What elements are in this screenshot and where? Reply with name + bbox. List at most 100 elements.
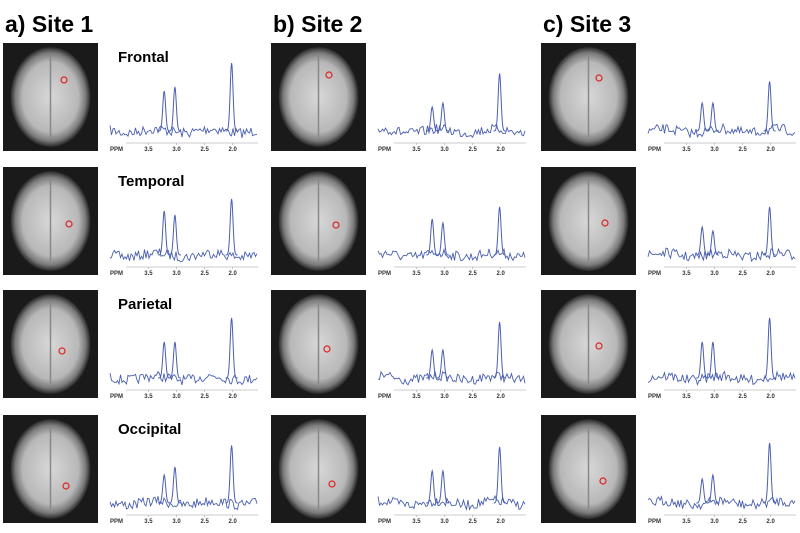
spectrum-peak [225, 198, 238, 256]
x-tick-label: 3.5 [682, 519, 691, 525]
spectrum-baseline [377, 370, 526, 386]
spectrum-peak [168, 86, 181, 132]
spectrum-baseline [109, 496, 258, 511]
x-tick-label: 3.0 [172, 519, 181, 525]
spectrum-peak [158, 210, 171, 256]
spectrum-peak [436, 469, 449, 504]
spectrum-peak [696, 225, 709, 256]
x-tick-label: 2.0 [497, 394, 506, 400]
voxel-marker [62, 482, 70, 490]
x-tick-label: 3.0 [710, 147, 719, 153]
x-tick-label: 3.5 [412, 271, 421, 277]
spectrum-peak [426, 348, 439, 379]
spectrum-peak [493, 73, 506, 132]
region-label: Temporal [118, 173, 184, 190]
spectrum-peak [763, 317, 776, 379]
x-tick-label: 3.0 [710, 394, 719, 400]
spectrum-peak [493, 206, 506, 256]
spectrum-baseline [647, 370, 796, 387]
x-tick-label: 3.0 [172, 147, 181, 153]
spectrum-baseline [377, 494, 526, 511]
x-tick-label: 2.5 [468, 271, 477, 277]
x-tick-label: 3.0 [710, 271, 719, 277]
region-label: Occipital [118, 421, 181, 438]
x-tick-label: 2.0 [229, 147, 238, 153]
x-tick-label: 2.5 [738, 271, 747, 277]
x-tick-label: 3.0 [440, 394, 449, 400]
axis-label: PPM [648, 147, 661, 153]
spectrum-peak [696, 477, 709, 504]
spectrum-peak [436, 101, 449, 132]
spectrum-baseline [109, 125, 258, 138]
site-label: b) Site 2 [273, 11, 362, 37]
axis-label: PPM [110, 394, 123, 400]
region-label: Frontal [118, 49, 169, 66]
spectrum-peak [168, 214, 181, 256]
voxel-marker [595, 342, 603, 350]
spectrum-baseline [647, 247, 796, 263]
spectrum-peak [706, 229, 719, 256]
x-tick-label: 2.5 [200, 519, 209, 525]
x-tick-label: 2.5 [468, 147, 477, 153]
voxel-marker [323, 345, 331, 353]
x-tick-label: 3.5 [682, 147, 691, 153]
x-tick-label: 2.0 [767, 147, 776, 153]
spectrum-peak [763, 81, 776, 132]
voxel-marker [599, 477, 607, 485]
voxel-marker [332, 221, 340, 229]
spectrum-baseline [109, 248, 258, 263]
spectrum-peak [706, 341, 719, 379]
x-tick-label: 3.5 [412, 147, 421, 153]
x-tick-label: 3.0 [172, 271, 181, 277]
axis-label: PPM [648, 519, 661, 525]
x-tick-label: 2.0 [767, 519, 776, 525]
spectrum-peak [168, 466, 181, 504]
voxel-marker [328, 480, 336, 488]
region-label: Parietal [118, 296, 172, 313]
x-tick-label: 2.5 [200, 394, 209, 400]
spectrum-peak [493, 321, 506, 379]
x-tick-label: 3.5 [144, 271, 153, 277]
x-tick-label: 2.5 [738, 519, 747, 525]
x-tick-label: 3.0 [172, 394, 181, 400]
voxel-marker [65, 220, 73, 228]
voxel-marker [325, 71, 333, 79]
spectrum-peak [426, 469, 439, 504]
spectrum-peak [225, 445, 238, 504]
x-tick-label: 2.0 [229, 519, 238, 525]
x-tick-label: 2.0 [767, 271, 776, 277]
spectrum-peak [158, 341, 171, 379]
x-tick-label: 2.5 [200, 147, 209, 153]
x-tick-label: 3.5 [412, 394, 421, 400]
spectrum-baseline [109, 370, 258, 386]
x-tick-label: 3.5 [144, 394, 153, 400]
spectrum-peak [158, 90, 171, 132]
x-tick-label: 3.5 [144, 519, 153, 525]
spectrum-peak [426, 105, 439, 132]
x-tick-label: 2.0 [229, 394, 238, 400]
axis-label: PPM [110, 519, 123, 525]
x-tick-label: 3.0 [710, 519, 719, 525]
x-tick-label: 2.0 [767, 394, 776, 400]
x-tick-label: 3.0 [440, 519, 449, 525]
site-label: c) Site 3 [543, 11, 631, 37]
x-tick-label: 3.5 [412, 519, 421, 525]
axis-label: PPM [648, 394, 661, 400]
x-tick-label: 2.5 [468, 394, 477, 400]
spectrum-peak [436, 221, 449, 256]
x-tick-label: 2.0 [497, 519, 506, 525]
axis-label: PPM [378, 271, 391, 277]
spectrum-baseline [647, 122, 796, 139]
voxel-marker [60, 76, 68, 84]
spectrum-peak [696, 101, 709, 132]
x-tick-label: 3.5 [682, 271, 691, 277]
spectrum-peak [706, 101, 719, 132]
spectrum-baseline [377, 247, 526, 262]
x-tick-label: 3.0 [440, 271, 449, 277]
x-tick-label: 3.5 [682, 394, 691, 400]
voxel-marker [58, 347, 66, 355]
spectrum-peak [696, 341, 709, 379]
spectrum-peak [225, 317, 238, 379]
x-tick-label: 2.5 [738, 394, 747, 400]
